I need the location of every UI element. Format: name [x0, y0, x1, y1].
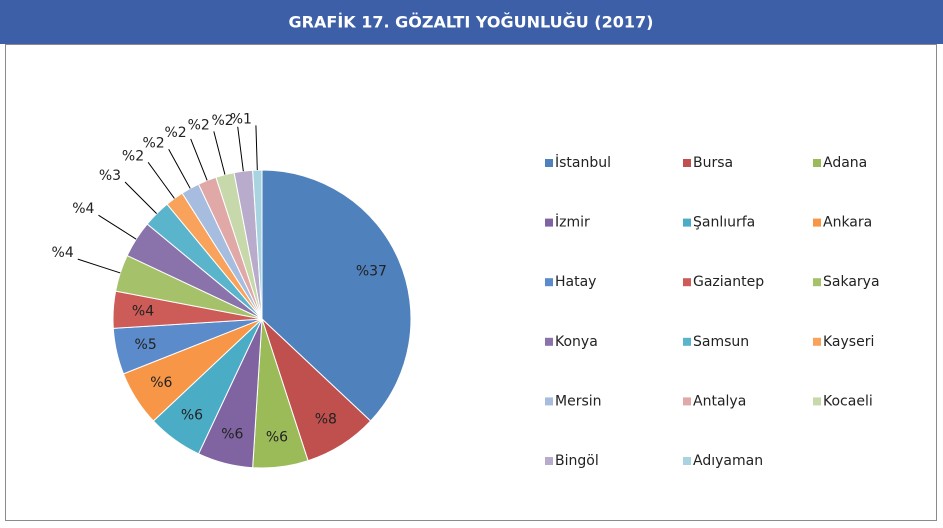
legend-label: Kayseri [823, 334, 874, 350]
data-label: %8 [315, 412, 337, 428]
legend-label: Adıyaman [693, 453, 763, 469]
legend-label: Kocaeli [823, 393, 873, 409]
leader-line [147, 161, 175, 199]
legend-swatch [683, 337, 691, 346]
leader-line [124, 181, 157, 214]
legend-swatch [683, 457, 691, 465]
legend-swatch [545, 337, 553, 346]
data-label: %6 [266, 429, 288, 445]
legend-label: İstanbul [555, 153, 611, 171]
legend-swatch [683, 218, 691, 227]
data-label: %2 [164, 125, 186, 141]
legend-label: Şanlıurfa [693, 215, 755, 231]
legend-swatch [813, 397, 821, 406]
title-bar [0, 0, 943, 44]
legend-label: Gaziantep [693, 274, 764, 290]
data-label: %5 [135, 337, 157, 353]
pie-slice [261, 169, 412, 422]
legend-swatch [683, 397, 691, 406]
data-label: %2 [122, 148, 144, 164]
legend-label: İzmir [555, 213, 590, 231]
chart-title: GRAFİK 17. GÖZALTI YOĞUNLUĞU (2017) [289, 13, 654, 32]
legend-swatch [813, 159, 821, 167]
leader-line [190, 138, 208, 181]
leader-line [255, 125, 258, 171]
legend-swatch [683, 159, 691, 167]
data-label: %4 [72, 201, 94, 217]
legend-label: Konya [555, 334, 598, 350]
legend-swatch [545, 397, 553, 406]
legend-swatch [813, 278, 821, 287]
data-label: %6 [181, 407, 203, 423]
leader-line [168, 149, 191, 189]
legend-swatch [813, 218, 821, 227]
legend-label: Samsun [693, 334, 749, 350]
legend-swatch [545, 457, 553, 465]
legend-label: Mersin [555, 393, 602, 409]
legend-swatch [545, 218, 553, 227]
data-label: %4 [52, 245, 74, 261]
legend-label: Bursa [693, 155, 733, 171]
leader-line [77, 258, 121, 274]
data-label: %6 [150, 375, 172, 391]
legend-label: Adana [823, 155, 867, 171]
legend-label: Antalya [693, 393, 746, 409]
data-label: %2 [188, 117, 210, 133]
leader-line [98, 214, 137, 240]
legend-label: Bingöl [555, 453, 599, 469]
legend-swatch [813, 337, 821, 346]
data-label: %2 [142, 135, 164, 151]
legend-swatch [545, 278, 553, 287]
data-label: %4 [132, 304, 154, 320]
leader-line [213, 131, 226, 175]
legend-label: Ankara [823, 215, 872, 231]
legend-label: Sakarya [823, 274, 880, 290]
legend-swatch [545, 159, 553, 167]
data-label: %1 [230, 111, 252, 127]
data-label: %37 [356, 264, 387, 280]
legend-swatch [683, 278, 691, 287]
legend-label: Hatay [555, 274, 596, 290]
leader-line [237, 126, 244, 172]
data-label: %2 [212, 113, 234, 129]
data-label: %6 [221, 426, 243, 442]
data-label: %3 [99, 168, 121, 184]
